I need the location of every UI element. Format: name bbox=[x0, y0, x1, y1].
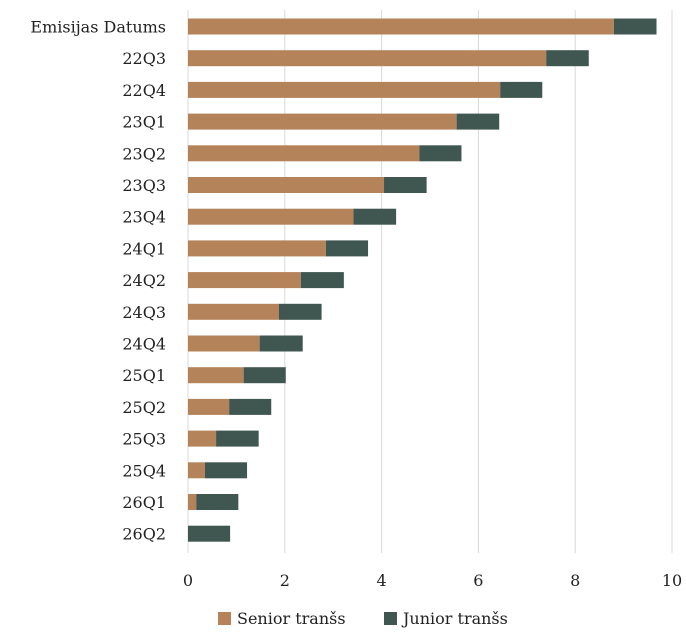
x-tick-label-0: 0 bbox=[183, 571, 193, 590]
bar-junior-25q1 bbox=[243, 367, 286, 384]
legend: Senior tranšs Junior tranšs bbox=[218, 609, 508, 628]
bar-junior-22q4 bbox=[500, 81, 543, 98]
bar-junior-24q1 bbox=[325, 240, 369, 257]
x-tick-label-8: 8 bbox=[570, 571, 580, 590]
bar-layer bbox=[188, 18, 657, 542]
category-label-23q2: 23Q2 bbox=[122, 144, 166, 163]
bar-junior-22q3 bbox=[546, 50, 589, 67]
bar-junior-23q3 bbox=[384, 177, 427, 193]
bar-senior-25q2 bbox=[188, 398, 230, 415]
bar-junior-23q4 bbox=[353, 208, 397, 225]
legend-label-junior: Junior tranšs bbox=[401, 609, 508, 628]
bar-junior-25q4 bbox=[204, 462, 248, 479]
category-label-26q1: 26Q1 bbox=[122, 493, 166, 512]
bar-junior-23q2 bbox=[419, 145, 462, 162]
bar-senior-25q4 bbox=[188, 462, 205, 479]
legend-swatch-senior bbox=[218, 612, 231, 625]
category-label-emisijas-datums: Emisijas Datums bbox=[30, 18, 166, 37]
category-label-24q1: 24Q1 bbox=[122, 239, 166, 258]
bar-junior-23q1 bbox=[456, 113, 500, 130]
bar-senior-24q3 bbox=[188, 303, 279, 320]
category-label-24q4: 24Q4 bbox=[122, 335, 166, 354]
bar-junior-24q3 bbox=[278, 303, 322, 320]
category-label-23q1: 23Q1 bbox=[122, 113, 166, 132]
category-label-23q3: 23Q3 bbox=[122, 176, 166, 195]
category-label-22q3: 22Q3 bbox=[122, 49, 166, 68]
bar-senior-23q4 bbox=[188, 208, 354, 225]
category-label-25q3: 25Q3 bbox=[122, 430, 166, 449]
bar-junior-24q4 bbox=[259, 335, 303, 352]
bar-senior-23q1 bbox=[188, 113, 457, 130]
x-tick-label-4: 4 bbox=[377, 571, 387, 590]
category-label-24q2: 24Q2 bbox=[122, 271, 166, 290]
x-tick-label-6: 6 bbox=[473, 571, 483, 590]
category-label-22q4: 22Q4 bbox=[122, 81, 166, 100]
category-label-23q4: 23Q4 bbox=[122, 208, 166, 227]
category-label-26q2: 26Q2 bbox=[122, 525, 166, 544]
bar-junior-25q3 bbox=[216, 430, 259, 447]
bar-junior-24q2 bbox=[300, 272, 344, 289]
bar-senior-22q3 bbox=[188, 50, 547, 67]
bar-junior-25q2 bbox=[229, 398, 272, 415]
legend-label-senior: Senior tranšs bbox=[237, 609, 346, 628]
category-labels: Emisijas Datums 22Q3 22Q4 23Q1 23Q2 23Q3 23Q4 2… bbox=[30, 18, 166, 544]
bar-senior-26q1 bbox=[188, 494, 197, 510]
category-label-25q2: 25Q2 bbox=[122, 398, 166, 417]
bar-junior-26q1 bbox=[196, 494, 239, 510]
category-label-25q4: 25Q4 bbox=[122, 461, 166, 480]
bar-senior-23q2 bbox=[188, 145, 420, 162]
bar-junior-26q2 bbox=[188, 525, 231, 542]
category-label-24q3: 24Q3 bbox=[122, 303, 166, 322]
bar-junior-emisijas-datums bbox=[613, 18, 657, 35]
bar-senior-25q3 bbox=[188, 430, 217, 447]
bar-senior-25q1 bbox=[188, 367, 244, 384]
x-tick-label-10: 10 bbox=[662, 571, 682, 590]
bar-senior-24q1 bbox=[188, 240, 326, 257]
x-tick-label-2: 2 bbox=[280, 571, 290, 590]
bar-senior-24q4 bbox=[188, 335, 260, 352]
bar-senior-23q3 bbox=[188, 177, 385, 193]
category-label-25q1: 25Q1 bbox=[122, 366, 166, 385]
bar-senior-22q4 bbox=[188, 81, 501, 98]
bar-senior-24q2 bbox=[188, 272, 301, 289]
legend-swatch-junior bbox=[384, 612, 397, 625]
bar-senior-emisijas-datums bbox=[188, 18, 614, 35]
x-tick-labels: 0 2 4 6 8 10 bbox=[183, 571, 682, 590]
